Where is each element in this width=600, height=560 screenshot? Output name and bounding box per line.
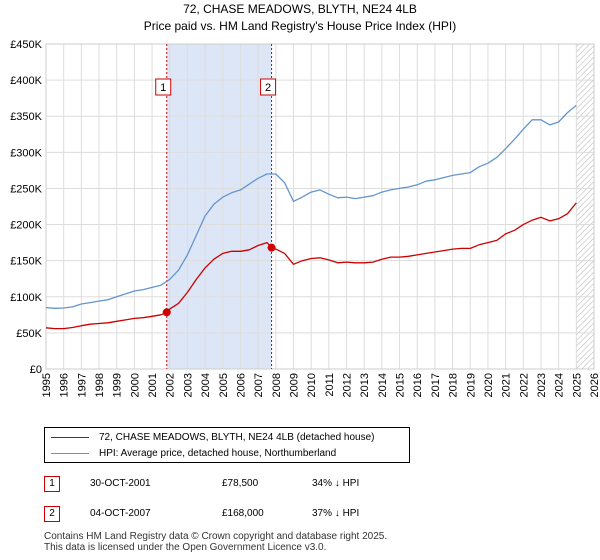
legend-label-hpi: HPI: Average price, detached house, Nort… [99,447,337,459]
x-tick-label: 2019 [465,373,477,397]
x-tick-label: 1995 [41,373,53,397]
x-tick-label: 2002 [165,373,177,397]
y-tick-label: £350K [10,111,42,123]
x-tick-label: 2011 [324,373,336,397]
x-tick-label: 1996 [59,373,71,397]
hpi-line [45,104,577,309]
x-tick-label: 2003 [182,373,194,397]
x-tick-label: 2006 [235,373,247,397]
plot-frame [45,43,595,370]
transaction-date: 30-OCT-2001 [90,478,151,489]
sale-point [267,243,276,252]
legend-item-hpi: HPI: Average price, detached house, Nort… [51,446,336,460]
x-tick-label: 2015 [395,373,407,397]
chart-subtitle: Price paid vs. HM Land Registry's House … [144,19,456,33]
y-tick-label: £250K [10,183,42,195]
footer-line-2: This data is licensed under the Open Gov… [44,542,327,553]
chart-title: 72, CHASE MEADOWS, BLYTH, NE24 4LB [183,2,417,16]
y-tick-label: £150K [10,256,42,268]
transaction-price: £168,000 [222,508,264,519]
forecast-hatch-region [576,44,594,369]
copyright-footer: Contains HM Land Registry data © Crown c… [44,531,387,553]
y-tick-label: £400K [10,75,42,87]
x-tick-label: 2010 [306,373,318,397]
y-tick-label: £50K [16,328,42,340]
y-tick-label: £0 [30,364,42,376]
x-tick-label: 1997 [76,373,88,397]
transaction-price: £78,500 [222,478,259,489]
x-tick-label: 2022 [518,373,530,397]
legend-swatch-hpi [51,452,89,454]
plot-background [46,44,594,369]
transaction-date: 04-OCT-2007 [90,508,151,519]
x-tick-label: 2001 [147,373,159,397]
legend-swatch-property [51,436,89,438]
x-tick-label: 2007 [253,373,265,397]
sale-period-shading [166,44,272,369]
x-tick-label: 1999 [112,373,124,397]
transaction-hpi-diff: 34% ↓ HPI [312,478,360,489]
x-tick-label: 2023 [536,373,548,397]
sale-number-label: 1 [160,82,166,94]
x-tick-label: 2024 [554,373,566,397]
sale-point [162,308,171,317]
x-tick-label: 2021 [501,373,513,397]
x-tick-label: 2020 [483,373,495,397]
sale-number-box [260,78,277,96]
y-tick-label: £300K [10,147,42,159]
sale-number-label: 2 [265,82,271,94]
footer-line-1: Contains HM Land Registry data © Crown c… [44,531,388,542]
x-tick-label: 2005 [218,373,230,397]
x-tick-label: 2009 [288,373,300,397]
legend-label-property: 72, CHASE MEADOWS, BLYTH, NE24 4LB (deta… [99,431,375,443]
x-tick-label: 2012 [342,373,354,397]
x-tick-label: 2025 [571,373,583,397]
property-price-line [45,202,577,330]
price-chart: 72, CHASE MEADOWS, BLYTH, NE24 4LB Price… [10,2,600,397]
transaction-number-badge: 2 [44,506,60,522]
sale-number-box [155,78,172,96]
x-tick-label: 2017 [430,373,442,397]
transaction-hpi-diff: 37% ↓ HPI [312,508,360,519]
x-tick-label: 1998 [94,373,106,397]
transaction-number-badge: 1 [44,476,60,492]
y-tick-label: £450K [10,39,42,51]
x-tick-label: 2000 [129,373,141,397]
y-tick-label: £200K [10,220,42,232]
x-tick-label: 2026 [589,373,600,397]
legend-item-property: 72, CHASE MEADOWS, BLYTH, NE24 4LB (deta… [51,430,375,444]
x-tick-label: 2008 [271,373,283,397]
y-tick-label: £100K [10,292,42,304]
x-tick-label: 2014 [377,373,389,397]
x-tick-label: 2013 [359,373,371,397]
x-tick-label: 2016 [412,373,424,397]
chart-legend: 72, CHASE MEADOWS, BLYTH, NE24 4LB (deta… [44,427,410,463]
x-tick-label: 2018 [448,373,460,397]
x-tick-label: 2004 [200,373,212,397]
